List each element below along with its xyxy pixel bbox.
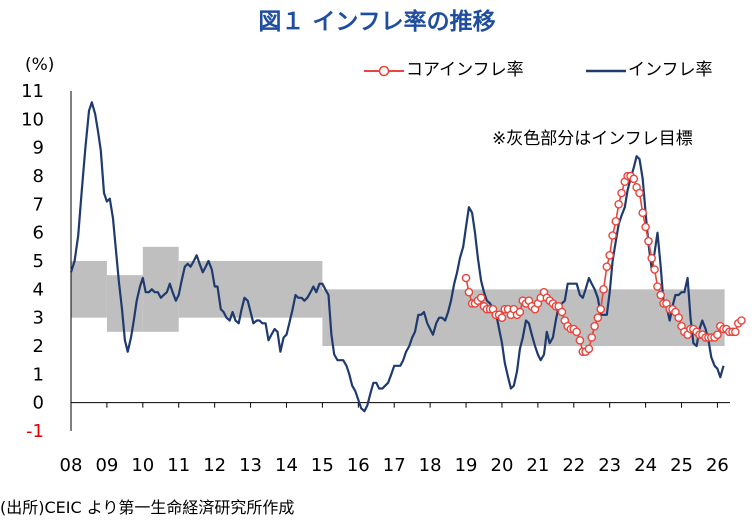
source-note: (出所)CEIC より第一生命経済研究所作成 (0, 498, 295, 517)
core-inflation-point (599, 285, 608, 294)
legend-headline-inflation: インフレ率 (584, 55, 713, 80)
core-inflation-point (635, 188, 644, 198)
y-tick-label: 2 (33, 336, 44, 357)
core-inflation-point (557, 307, 567, 317)
target-band-segment (106, 275, 143, 332)
core-inflation-point (605, 251, 614, 260)
x-tick-label: 17 (383, 455, 406, 476)
series-layer (69, 101, 746, 413)
x-tick-label: 10 (131, 455, 154, 476)
x-tick-label: 14 (275, 455, 298, 476)
core-inflation-point (575, 336, 585, 345)
core-inflation-point (476, 293, 486, 303)
core-inflation-point (596, 304, 606, 314)
legend-core-label: コアインフレ率 (406, 60, 524, 80)
core-inflation-point (644, 236, 653, 246)
core-inflation-point (572, 327, 581, 337)
core-inflation-point (611, 217, 621, 226)
core-inflation-point (638, 208, 648, 218)
target-band-segment (142, 246, 179, 332)
x-tick-label: 19 (455, 455, 478, 476)
x-tick-label: 15 (311, 455, 334, 476)
x-tick-label: 26 (706, 455, 729, 476)
core-inflation-point (464, 287, 474, 297)
core-inflation-point (641, 222, 650, 232)
core-inflation-point (614, 200, 623, 209)
legend-headline-label: インフレ率 (628, 60, 713, 80)
y-tick-label: 11 (21, 81, 44, 102)
y-tick-label: -1 (26, 421, 44, 442)
legend-core-swatch (364, 65, 404, 77)
y-tick-label: 5 (33, 251, 44, 272)
core-inflation-point (602, 262, 612, 271)
y-tick-label: 3 (33, 308, 44, 329)
x-tick-label: 18 (419, 455, 442, 476)
x-tick-label: 16 (347, 455, 370, 476)
y-tick-label: 4 (33, 279, 44, 300)
y-tick-label: 0 (33, 393, 44, 414)
x-tick-label: 12 (203, 455, 226, 476)
x-tick-label: 11 (167, 455, 190, 476)
y-tick-label: 8 (33, 166, 44, 187)
x-tick-label: 20 (491, 455, 514, 476)
core-inflation-point (617, 188, 626, 198)
x-tick-label: 21 (526, 455, 549, 476)
x-tick-label: 25 (670, 455, 693, 476)
core-inflation-point (608, 231, 617, 240)
core-inflation-point (713, 330, 722, 339)
target-band-layer (71, 246, 725, 346)
y-tick-label: 6 (33, 223, 44, 244)
legend-core-inflation: コアインフレ率 (362, 55, 524, 80)
core-inflation-point (653, 282, 662, 291)
chart-title: 図１ インフレ率の推移 (258, 9, 496, 35)
x-tick-label: 24 (634, 455, 657, 476)
core-inflation-point (515, 307, 525, 317)
target-band-note: ※灰色部分はインフレ目標 (492, 129, 693, 149)
core-inflation-point (674, 313, 683, 322)
core-inflation-point (656, 290, 665, 300)
legend-headline-swatch (586, 69, 626, 73)
core-inflation-point (731, 327, 740, 337)
x-tick-label: 13 (239, 455, 262, 476)
core-inflation-point (590, 321, 599, 331)
core-inflation-point (629, 174, 639, 184)
core-inflation-point (584, 344, 594, 354)
y-tick-label: 10 (21, 109, 44, 130)
core-inflation-point (461, 273, 471, 283)
core-inflation-point (497, 313, 507, 322)
core-inflation-point (593, 313, 603, 322)
y-tick-label: 1 (33, 364, 44, 385)
core-inflation-point (647, 253, 657, 263)
x-tick-label: 23 (598, 455, 621, 476)
target-band-segment (71, 261, 107, 318)
x-tick-label: 09 (95, 455, 118, 476)
y-tick-label: 7 (33, 194, 44, 215)
x-tick-label: 08 (60, 455, 83, 476)
x-tick-label: 22 (562, 455, 585, 476)
core-inflation-point (650, 265, 659, 274)
y-axis-unit-label: (%) (25, 55, 55, 75)
axis-layer (70, 91, 730, 431)
core-inflation-point (737, 316, 746, 325)
headline-inflation-line (69, 101, 725, 413)
core-inflation-point (587, 333, 597, 342)
y-tick-label: 9 (33, 138, 44, 159)
